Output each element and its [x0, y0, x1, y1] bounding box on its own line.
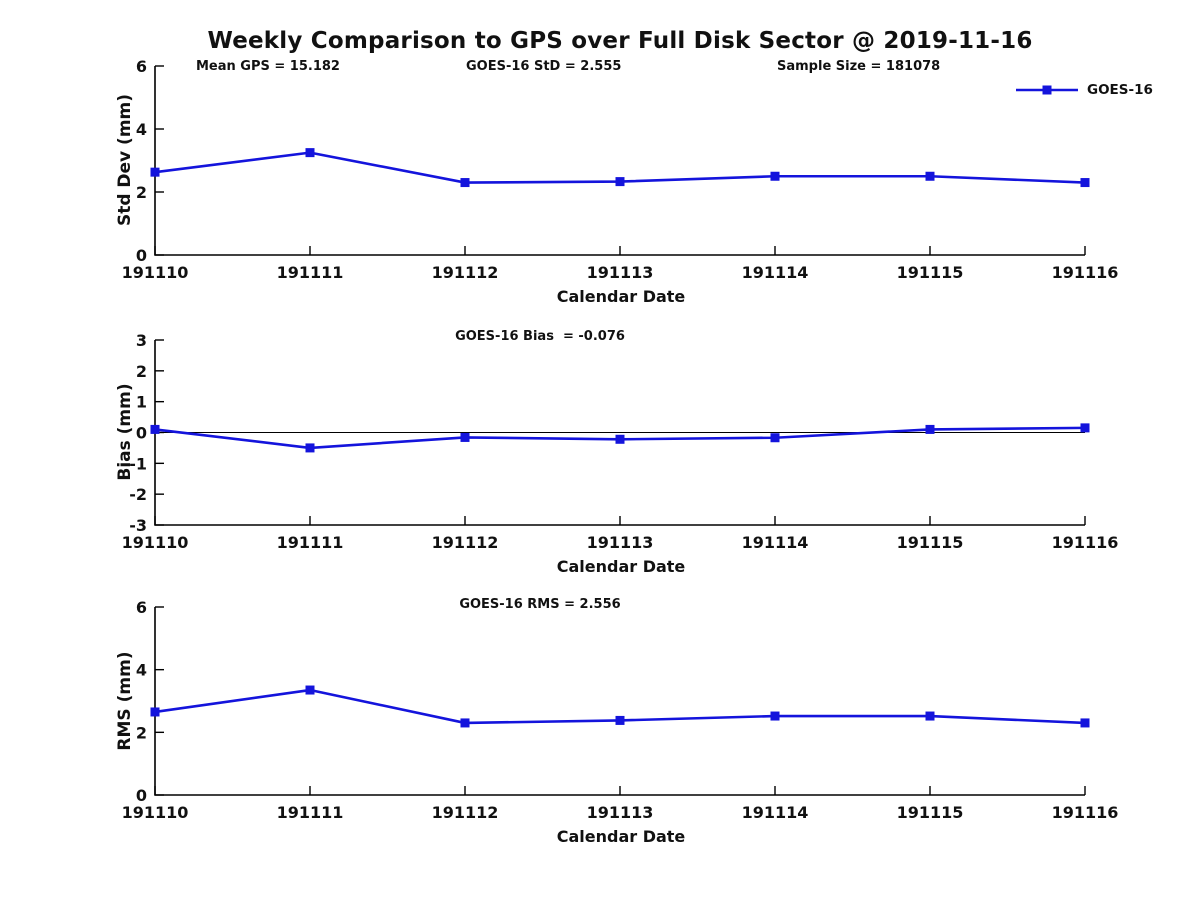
x-tick-label: 191111: [277, 803, 344, 822]
data-point-marker: [1080, 423, 1090, 433]
annotation-sample-size: Sample Size = 181078: [777, 59, 941, 74]
x-tick-label: 191116: [1052, 803, 1119, 822]
y-axis-label-rms: RMS (mm): [115, 651, 135, 751]
x-tick-label: 191110: [122, 533, 189, 552]
x-tick-label: 191113: [587, 263, 654, 282]
x-tick-label: 191112: [432, 803, 499, 822]
legend: GOES-16: [1016, 82, 1153, 98]
x-tick-label: 191115: [897, 803, 964, 822]
x-tick-label: 191115: [897, 533, 964, 552]
y-tick-label: -2: [129, 485, 147, 504]
y-tick-label: 6: [136, 57, 147, 76]
data-point-marker: [770, 171, 780, 181]
x-axis-label-stddev: Calendar Date: [556, 287, 686, 306]
data-point-marker: [615, 434, 625, 444]
legend-line-marker-icon: [1016, 85, 1078, 95]
x-tick-label: 191114: [742, 533, 809, 552]
y-axis-label-stddev: Std Dev (mm): [115, 93, 135, 227]
x-tick-label: 191113: [587, 803, 654, 822]
axis-spines: [154, 607, 1085, 796]
x-tick-label: 191111: [277, 533, 344, 552]
y-tick-label: 0: [136, 424, 147, 443]
subplot-1: 0 2 4 6 191110 191111 191112 191113 191114 191115…: [122, 57, 1119, 282]
annotation-goes16-bias: GOES-16 Bias = -0.076: [455, 329, 625, 344]
data-point-marker: [460, 718, 470, 728]
subplot-2: -3 -2 -1 0 1 2 3 191110 191111 191112 191113 191114…: [122, 331, 1119, 552]
x-tick-label: 191115: [897, 263, 964, 282]
x-tick-label: 191114: [742, 263, 809, 282]
legend-label: GOES-16: [1087, 82, 1153, 98]
x-tick-label: 191116: [1052, 533, 1119, 552]
annotation-mean-gps: Mean GPS = 15.182: [196, 59, 340, 74]
x-tick-label: 191110: [122, 803, 189, 822]
data-point-marker: [770, 433, 780, 443]
data-point-marker: [615, 177, 625, 187]
data-point-marker: [1080, 718, 1090, 728]
data-point-marker: [150, 707, 160, 717]
y-tick-label: 1: [136, 393, 147, 412]
figure-title: Weekly Comparison to GPS over Full Disk …: [207, 28, 1033, 54]
y-tick-label: 2: [136, 723, 147, 742]
x-tick-label: 191114: [742, 803, 809, 822]
data-point-marker: [305, 685, 315, 695]
y-tick-label: -1: [129, 454, 147, 473]
data-point-marker: [770, 711, 780, 721]
y-tick-label: 0: [136, 246, 147, 265]
y-tick-label: -3: [129, 516, 147, 535]
annotation-goes16-rms: GOES-16 RMS = 2.556: [459, 597, 621, 612]
y-axis-label-bias: Bias (mm): [115, 383, 135, 481]
y-tick-label: 2: [136, 362, 147, 381]
data-point-marker: [925, 711, 935, 721]
x-tick-label: 191113: [587, 533, 654, 552]
subplot-3: 0 2 4 6 191110 191111 191112 191113 191114 191115…: [122, 598, 1119, 822]
data-point-marker: [1080, 178, 1090, 188]
data-point-marker: [925, 171, 935, 181]
x-tick-label: 191112: [432, 263, 499, 282]
y-tick-label: 2: [136, 183, 147, 202]
data-point-marker: [460, 432, 470, 442]
axis-spines: [154, 66, 1085, 256]
y-tick-label: 6: [136, 598, 147, 617]
data-point-marker: [150, 167, 160, 177]
x-tick-label: 191110: [122, 263, 189, 282]
y-tick-label: 3: [136, 331, 147, 350]
data-point-marker: [615, 715, 625, 725]
x-axis-label-bias: Calendar Date: [556, 557, 686, 576]
y-tick-label: 4: [136, 661, 147, 680]
data-point-marker: [305, 443, 315, 453]
annotation-goes16-std: GOES-16 StD = 2.555: [466, 59, 622, 74]
data-point-marker: [150, 424, 160, 434]
data-point-marker: [305, 148, 315, 158]
x-tick-label: 191116: [1052, 263, 1119, 282]
data-point-marker: [925, 424, 935, 434]
x-tick-label: 191112: [432, 533, 499, 552]
data-point-marker: [460, 178, 470, 188]
x-tick-label: 191111: [277, 263, 344, 282]
y-tick-label: 4: [136, 120, 147, 139]
y-tick-label: 0: [136, 786, 147, 805]
x-axis-label-rms: Calendar Date: [556, 827, 686, 846]
